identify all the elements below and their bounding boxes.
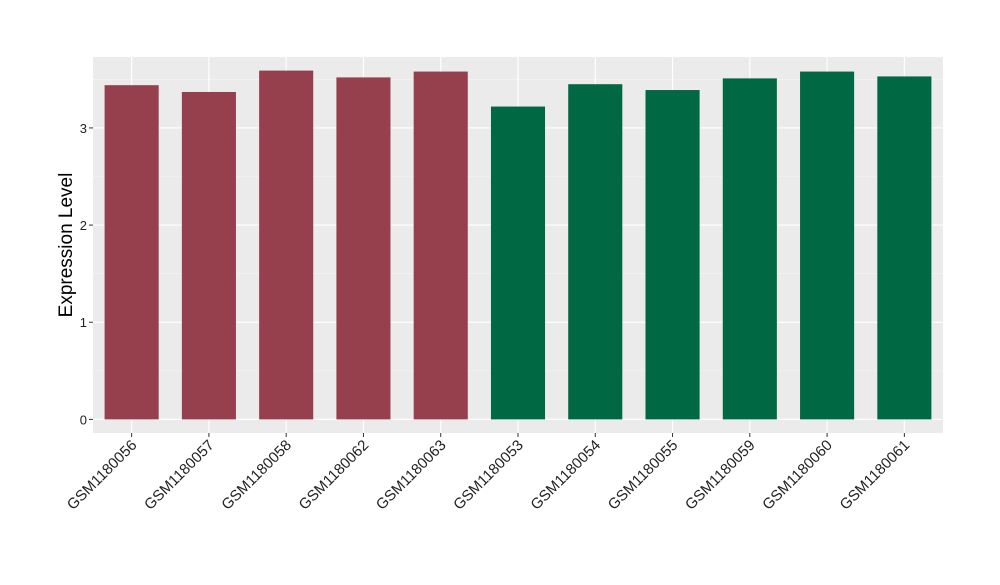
x-tick-label: GSM1180054 [527, 437, 604, 514]
x-axis: GSM1180056 GSM1180057 GSM1180058 GSM1180062… [64, 433, 913, 513]
x-tick-label: GSM1180057 [141, 437, 218, 514]
y-tick-label: 1 [80, 315, 87, 330]
y-axis: 0 1 2 3 [80, 121, 93, 427]
bar-GSM1180056 [104, 85, 159, 420]
x-tick-label: GSM1180056 [64, 437, 141, 514]
x-tick-label: GSM1180058 [218, 437, 295, 514]
bar-GSM1180054 [568, 84, 623, 420]
bars [104, 70, 932, 420]
x-tick-label: GSM1180059 [682, 437, 759, 514]
x-tick-label: GSM1180055 [605, 437, 682, 514]
y-tick-label: 2 [80, 218, 87, 233]
bar-GSM1180061 [877, 76, 932, 420]
bar-GSM1180057 [181, 91, 236, 420]
x-tick-label: GSM1180060 [759, 437, 836, 514]
bar-GSM1180058 [259, 70, 314, 420]
y-axis-label: Expression Level [56, 173, 77, 318]
x-tick-label: GSM1180062 [296, 437, 373, 514]
bar-GSM1180055 [645, 90, 700, 420]
bar-GSM1180062 [336, 77, 391, 420]
x-tick-label: GSM1180063 [373, 437, 450, 514]
bar-GSM1180059 [722, 78, 777, 420]
y-tick-label: 3 [80, 121, 87, 136]
x-tick-label: GSM1180061 [837, 437, 914, 514]
bar-GSM1180060 [800, 71, 855, 420]
y-tick-label: 0 [80, 412, 87, 427]
bar-GSM1180053 [490, 106, 546, 420]
bar-GSM1180063 [413, 71, 468, 420]
x-tick-label: GSM1180053 [450, 437, 527, 514]
